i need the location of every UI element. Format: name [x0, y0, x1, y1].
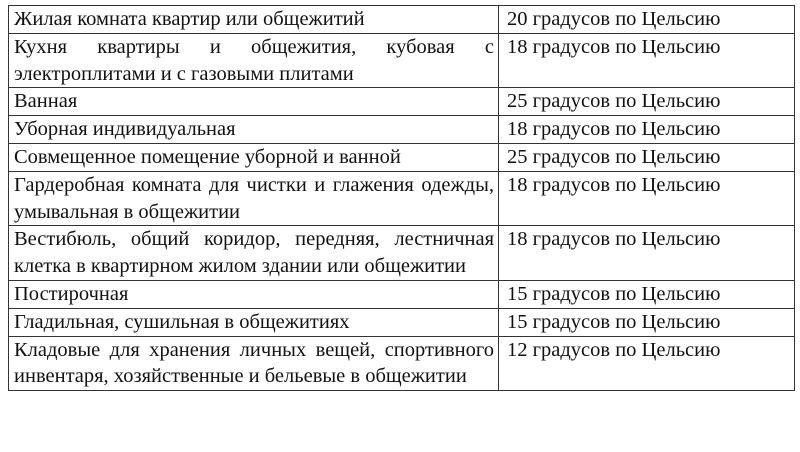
temperature-cell: 18 градусов по Цельсию — [498, 115, 795, 144]
table-row: Кладовые для хранения личных вещей, спор… — [8, 335, 795, 392]
temperature-cell: 15 градусов по Цельсию — [498, 279, 795, 309]
table-row: Уборная индивидуальная 18 градусов по Цел… — [8, 115, 795, 144]
table-row: Гардеробная комната для чистки и глажени… — [8, 170, 795, 227]
room-cell: Кухня квартиры и общежития, кубовая с эл… — [8, 32, 499, 89]
room-cell: Вестибюль, общий коридор, передняя, лест… — [8, 225, 499, 281]
table-row: Ванная 25 градусов по Цельсию — [8, 87, 795, 117]
room-cell: Ванная — [8, 87, 499, 117]
temperature-table: Жилая комната квартир или общежитий 20 гр… — [8, 5, 795, 392]
room-cell: Гардеробная комната для чистки и глажени… — [8, 170, 499, 227]
temperature-cell: 20 градусов по Цельсию — [498, 5, 795, 34]
temperature-cell: 15 градусов по Цельсию — [498, 307, 795, 337]
temperature-cell: 18 градусов по Цельсию — [498, 170, 795, 227]
room-cell: Жилая комната квартир или общежитий — [8, 5, 499, 34]
table-row: Вестибюль, общий коридор, передняя, лест… — [8, 225, 795, 281]
room-cell: Совмещенное помещение уборной и ванной — [8, 142, 499, 172]
table-row: Постирочная 15 градусов по Цельсию — [8, 279, 795, 309]
room-cell: Уборная индивидуальная — [8, 115, 499, 144]
room-cell: Кладовые для хранения личных вещей, спор… — [8, 335, 499, 392]
room-cell: Гладильная, сушильная в общежитиях — [8, 307, 499, 337]
table-row: Жилая комната квартир или общежитий 20 гр… — [8, 5, 795, 34]
table-row: Кухня квартиры и общежития, кубовая с эл… — [8, 32, 795, 89]
temperature-cell: 12 градусов по Цельсию — [498, 335, 795, 392]
table-row: Совмещенное помещение уборной и ванной 25… — [8, 142, 795, 172]
temperature-cell: 25 градусов по Цельсию — [498, 87, 795, 117]
temperature-cell: 18 градусов по Цельсию — [498, 32, 795, 89]
temperature-cell: 18 градусов по Цельсию — [498, 225, 795, 281]
room-cell: Постирочная — [8, 279, 499, 309]
temperature-cell: 25 градусов по Цельсию — [498, 142, 795, 172]
table-row: Гладильная, сушильная в общежитиях 15 гра… — [8, 307, 795, 337]
